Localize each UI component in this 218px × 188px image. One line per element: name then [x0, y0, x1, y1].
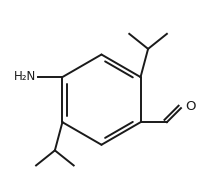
Text: O: O — [186, 100, 196, 113]
Text: H₂N: H₂N — [14, 70, 36, 83]
